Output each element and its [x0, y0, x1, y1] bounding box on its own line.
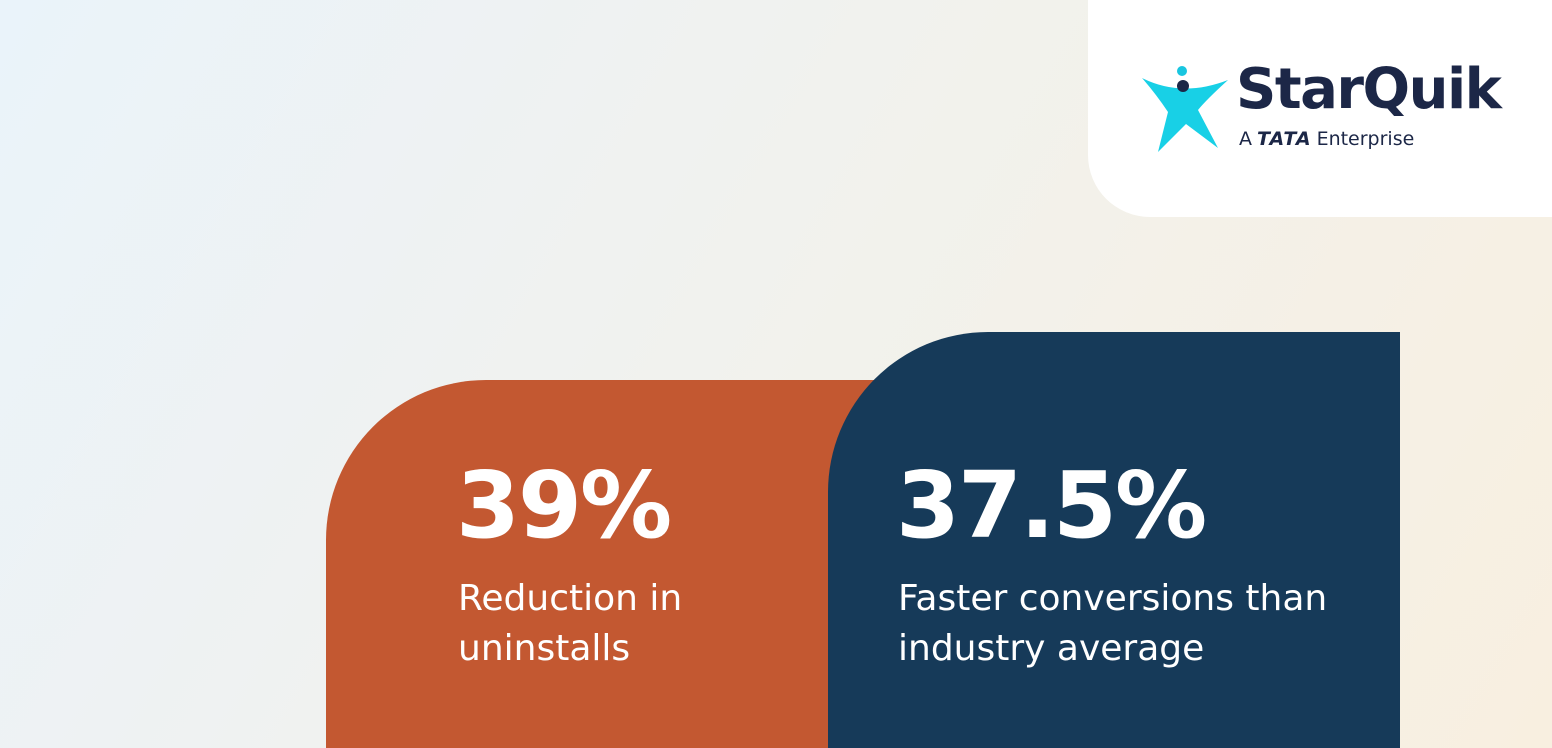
tagline-prefix: A — [1239, 128, 1252, 150]
stat-label: Faster conversions than industry average — [898, 578, 1328, 669]
stat-value: 39% — [456, 452, 672, 559]
tagline: A TATA Enterprise — [1239, 127, 1414, 151]
tagline-suffix: Enterprise — [1316, 128, 1415, 150]
logo-card — [1088, 0, 1552, 217]
stat-value: 37.5% — [896, 452, 1207, 559]
stat-card — [828, 332, 1400, 748]
tagline-group: TATA — [1257, 128, 1312, 150]
stat-card — [326, 380, 926, 748]
stat-label: Reduction in uninstalls — [458, 578, 683, 669]
brand-name: StarQuik — [1236, 57, 1502, 122]
logo-icon — [1142, 66, 1228, 152]
